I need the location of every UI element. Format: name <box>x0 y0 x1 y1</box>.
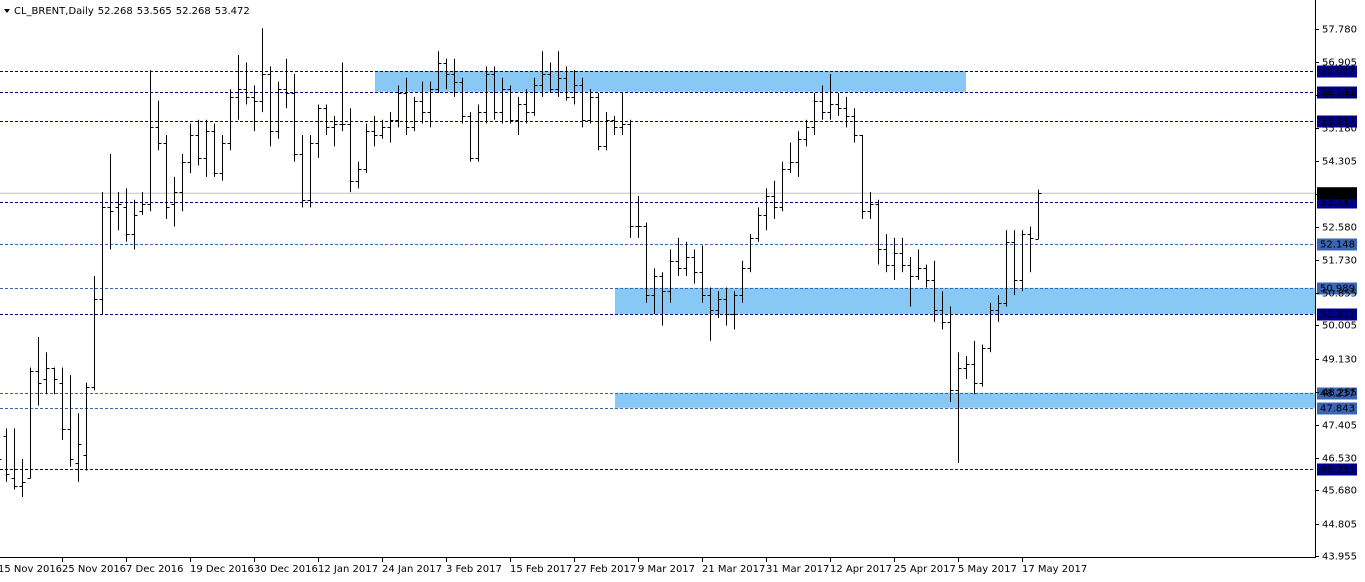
zone <box>615 287 1315 315</box>
level-label-bg <box>1317 86 1357 99</box>
x-tick-label: 27 Feb 2017 <box>574 564 636 575</box>
level-label-bg <box>1317 65 1357 78</box>
level-label-bg <box>1317 402 1357 415</box>
level-label: 52.148 <box>1320 240 1355 251</box>
level-label: 56.677 <box>1320 67 1355 78</box>
x-tick-label: 24 Jan 2017 <box>382 564 442 575</box>
menu-icon[interactable] <box>4 9 10 13</box>
chart-header: CL_BRENT,Daily 52.268 53.565 52.268 53.472 <box>14 6 250 17</box>
overlay: 56.677 56.132 55.357 53.24 52.148 50.989 50.30… <box>1317 65 1357 476</box>
y-tick-label: 56.055 <box>1322 91 1357 102</box>
header-low: 52.268 <box>176 6 211 17</box>
x-tick-label: 9 Mar 2017 <box>638 564 695 575</box>
x-tick-label: 19 Dec 2016 <box>190 564 254 575</box>
y-tick-label: 45.680 <box>1322 486 1357 497</box>
x-tick-label: 15 Nov 2016 <box>0 564 62 575</box>
x-tick-label: 17 May 2017 <box>1022 564 1087 575</box>
y-tick-label: 46.530 <box>1322 454 1357 465</box>
level-label-bg <box>1317 238 1357 251</box>
x-tick-label: 12 Jan 2017 <box>318 564 378 575</box>
level-label: 50.989 <box>1320 284 1355 295</box>
x-tick-label: 15 Feb 2017 <box>510 564 572 575</box>
x-tick-label: 25 Apr 2017 <box>894 564 956 575</box>
level-label-bg <box>1317 463 1357 476</box>
y-tick-label: 51.730 <box>1322 256 1357 267</box>
y-tick-label: 44.805 <box>1322 520 1357 531</box>
level-label: 47.843 <box>1320 404 1355 415</box>
y-tick-label: 54.305 <box>1322 157 1357 168</box>
level-label: 46.231 <box>1320 465 1355 476</box>
level-label: 53.24 <box>1320 198 1349 209</box>
zone <box>615 392 1315 408</box>
y-tick-label: 57.780 <box>1322 25 1357 36</box>
y-tick-label: 48.255 <box>1322 388 1357 399</box>
chart-title: CL_BRENT,Daily <box>14 6 94 17</box>
header-close: 53.472 <box>215 6 250 17</box>
plot-area <box>0 28 1315 498</box>
y-tick-label: 53.455 <box>1322 190 1357 201</box>
y-tick-label: 50.005 <box>1322 321 1357 332</box>
header-open: 52.268 <box>98 6 133 17</box>
level-label-bg <box>1317 387 1357 400</box>
level-label: 55.357 <box>1320 117 1355 128</box>
x-tick-label: 3 Feb 2017 <box>446 564 502 575</box>
y-tick-label: 50.855 <box>1322 289 1357 300</box>
zone <box>375 71 966 92</box>
x-tick-label: 30 Dec 2016 <box>254 564 318 575</box>
y-tick-label: 49.130 <box>1322 355 1357 366</box>
level-label-bg <box>1317 115 1357 128</box>
y-tick-label: 43.955 <box>1322 552 1357 563</box>
y-tick-label: 52.580 <box>1322 223 1357 234</box>
level-label-bg <box>1317 308 1357 321</box>
x-tick-label: 12 Apr 2017 <box>830 564 892 575</box>
level-label-bg <box>1317 282 1357 295</box>
level-label: 48.237 <box>1320 389 1355 400</box>
y-tick-label: 56.905 <box>1322 58 1357 69</box>
x-tick-label: 21 Mar 2017 <box>702 564 765 575</box>
level-label: 56.132 <box>1320 88 1355 99</box>
y-tick-label: 55.180 <box>1322 124 1357 135</box>
y-tick-label: 47.405 <box>1322 421 1357 432</box>
last-price-label: 53.472 <box>1320 188 1355 199</box>
header-high: 53.565 <box>137 6 172 17</box>
x-tick-label: 25 Nov 2016 <box>62 564 126 575</box>
x-tick-label: 7 Dec 2016 <box>126 564 184 575</box>
x-tick-label: 5 May 2017 <box>958 564 1017 575</box>
level-label-bg <box>1317 196 1357 209</box>
x-tick-label: 31 Mar 2017 <box>766 564 829 575</box>
last-price-label-bg <box>1317 187 1357 200</box>
level-label: 50.301 <box>1320 310 1355 321</box>
